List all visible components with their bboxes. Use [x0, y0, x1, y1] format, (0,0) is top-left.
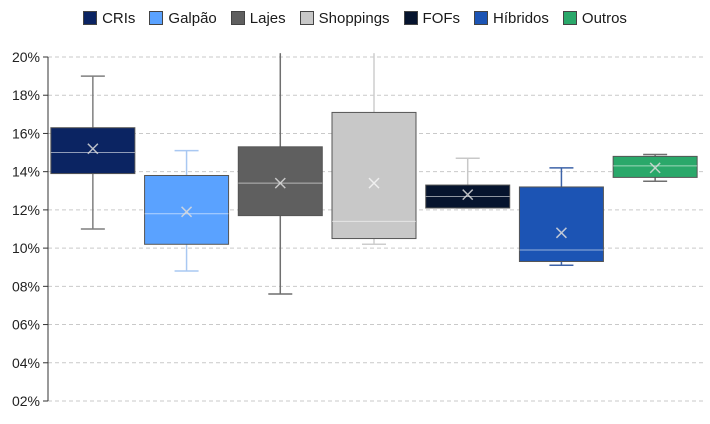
legend-swatch: [230, 11, 245, 25]
y-tick-label: 06%: [12, 317, 40, 333]
box-híbridos: [518, 167, 604, 267]
box-lajes: [237, 53, 323, 295]
legend-item: Lajes: [230, 9, 286, 27]
y-axis: 02% 04% 06% 08% 10% 12% 14% 16% 18% 20%: [12, 49, 49, 409]
y-tick-label: 08%: [12, 278, 40, 294]
y-tick-label: 04%: [12, 355, 40, 371]
mean-marker: [87, 143, 99, 155]
legend-swatch: [562, 11, 577, 25]
box-iqr: [144, 174, 230, 245]
legend-label: Galpão: [168, 9, 217, 27]
box-fofs: [425, 157, 511, 209]
mean-marker: [274, 177, 286, 189]
legend-label: Híbridos: [493, 9, 549, 27]
box-iqr: [518, 186, 604, 262]
mean-marker: [462, 189, 474, 201]
y-tick-label: 18%: [12, 87, 40, 103]
legend-item: Híbridos: [474, 10, 549, 27]
y-tick-label: 16%: [12, 125, 40, 141]
box-outros: [612, 153, 698, 182]
mean-marker: [181, 206, 193, 218]
legend-swatch: [403, 11, 418, 25]
legend-label: CRIs: [102, 9, 136, 27]
box-iqr: [237, 146, 323, 217]
y-tick-label: 14%: [12, 164, 40, 180]
y-tick-label: 20%: [12, 49, 40, 65]
mean-marker: [649, 162, 661, 174]
legend-swatch: [83, 11, 98, 25]
mean-marker: [368, 177, 380, 189]
legend-item: FOFs: [403, 9, 461, 27]
legend-item: Shoppings: [299, 9, 390, 27]
legend-label: Lajes: [249, 9, 286, 27]
legend-item: Galpão: [149, 9, 217, 27]
box-galpão: [144, 149, 230, 272]
legend-swatch: [474, 11, 489, 25]
box-iqr: [331, 111, 417, 240]
box-cris: [50, 75, 136, 230]
legend-label: FOFs: [422, 9, 461, 27]
box-shoppings: [331, 53, 417, 246]
legend-item: Outros: [562, 9, 627, 27]
y-tick-label: 02%: [12, 393, 40, 409]
legend-swatch: [149, 11, 164, 25]
legend-item: CRIs: [83, 10, 135, 27]
box-iqr: [50, 127, 136, 175]
y-tick-label: 10%: [12, 240, 40, 256]
legend-label: Outros: [581, 9, 627, 27]
mean-marker: [555, 227, 567, 239]
y-tick-label: 12%: [12, 202, 40, 218]
boxes: [50, 53, 698, 295]
legend: CRIs Galpão Lajes Shoppings FOFs Híbridos Outr…: [0, 7, 710, 29]
legend-swatch: [299, 11, 314, 25]
legend-label: Shoppings: [318, 9, 390, 27]
